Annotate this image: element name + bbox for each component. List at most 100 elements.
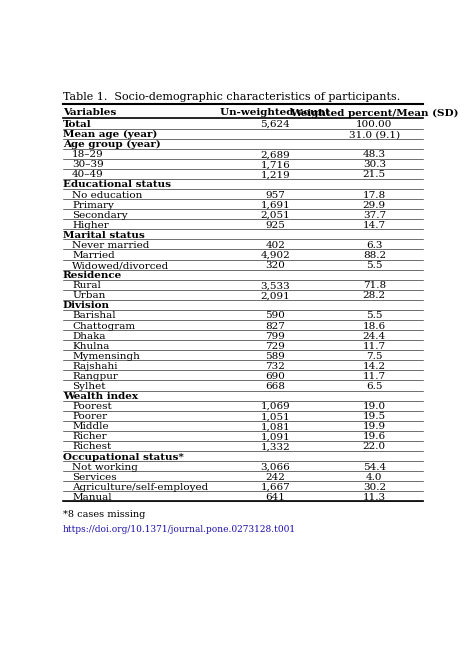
Text: Age group (year): Age group (year) (63, 140, 161, 150)
Text: Division: Division (63, 301, 110, 311)
Text: 6.5: 6.5 (366, 382, 383, 391)
Text: 4.0: 4.0 (366, 472, 383, 482)
Text: Never married: Never married (72, 241, 149, 250)
Text: 242: 242 (265, 472, 285, 482)
Text: 11.7: 11.7 (363, 372, 386, 381)
Text: 24.4: 24.4 (363, 331, 386, 341)
Text: 21.5: 21.5 (363, 170, 386, 179)
Text: 729: 729 (265, 342, 285, 351)
Text: 17.8: 17.8 (363, 191, 386, 199)
Text: Rural: Rural (72, 281, 101, 291)
Text: Marital status: Marital status (63, 231, 145, 240)
Text: Khulna: Khulna (72, 342, 109, 351)
Text: 1,219: 1,219 (260, 170, 290, 179)
Text: 827: 827 (265, 321, 285, 331)
Text: https://doi.org/10.1371/journal.pone.0273128.t001: https://doi.org/10.1371/journal.pone.027… (63, 525, 296, 534)
Text: No education: No education (72, 191, 143, 199)
Text: 590: 590 (265, 311, 285, 321)
Text: 2,689: 2,689 (260, 150, 290, 159)
Text: Richer: Richer (72, 432, 107, 442)
Text: Married: Married (72, 251, 115, 260)
Text: 690: 690 (265, 372, 285, 381)
Text: Manual: Manual (72, 493, 112, 502)
Text: Occupational status*: Occupational status* (63, 452, 184, 462)
Text: 100.00: 100.00 (356, 120, 392, 129)
Text: 71.8: 71.8 (363, 281, 386, 291)
Text: 31.0 (9.1): 31.0 (9.1) (349, 130, 400, 139)
Text: 1,667: 1,667 (260, 482, 290, 492)
Text: Dhaka: Dhaka (72, 331, 106, 341)
Text: Mean age (year): Mean age (year) (63, 130, 157, 140)
Text: 19.0: 19.0 (363, 402, 386, 411)
Text: Secondary: Secondary (72, 211, 128, 219)
Text: 14.7: 14.7 (363, 221, 386, 229)
Text: 40–49: 40–49 (72, 170, 104, 179)
Text: 30–39: 30–39 (72, 160, 104, 169)
Text: Total: Total (63, 120, 91, 129)
Text: 5,624: 5,624 (260, 120, 290, 129)
Text: 37.7: 37.7 (363, 211, 386, 219)
Text: Barishal: Barishal (72, 311, 116, 321)
Text: 1,691: 1,691 (260, 201, 290, 209)
Text: Poorest: Poorest (72, 402, 112, 411)
Text: Residence: Residence (63, 271, 122, 280)
Text: Weighted percent/Mean (SD): Weighted percent/Mean (SD) (290, 109, 458, 117)
Text: 668: 668 (265, 382, 285, 391)
Text: Higher: Higher (72, 221, 109, 229)
Text: 30.3: 30.3 (363, 160, 386, 169)
Text: 48.3: 48.3 (363, 150, 386, 159)
Text: 14.2: 14.2 (363, 362, 386, 371)
Text: 29.9: 29.9 (363, 201, 386, 209)
Text: Mymensingh: Mymensingh (72, 352, 140, 361)
Text: 925: 925 (265, 221, 285, 229)
Text: 1,051: 1,051 (260, 412, 290, 421)
Text: Rajshahi: Rajshahi (72, 362, 118, 371)
Text: Variables: Variables (63, 109, 116, 117)
Text: *8 cases missing: *8 cases missing (63, 509, 146, 519)
Text: 7.5: 7.5 (366, 352, 383, 361)
Text: 732: 732 (265, 362, 285, 371)
Text: Services: Services (72, 472, 117, 482)
Text: 3,066: 3,066 (260, 462, 290, 472)
Text: 957: 957 (265, 191, 285, 199)
Text: 2,051: 2,051 (260, 211, 290, 219)
Text: 18–29: 18–29 (72, 150, 104, 159)
Text: 18.6: 18.6 (363, 321, 386, 331)
Text: Widowed/divorced: Widowed/divorced (72, 261, 169, 270)
Text: 5.5: 5.5 (366, 311, 383, 321)
Text: 1,069: 1,069 (260, 402, 290, 411)
Text: Middle: Middle (72, 422, 109, 431)
Text: Un-weighted count: Un-weighted count (220, 109, 330, 117)
Text: Table 1.  Socio-demographic characteristics of participants.: Table 1. Socio-demographic characteristi… (63, 93, 400, 103)
Text: Richest: Richest (72, 442, 111, 452)
Text: 5.5: 5.5 (366, 261, 383, 270)
Text: 799: 799 (265, 331, 285, 341)
Text: 19.6: 19.6 (363, 432, 386, 442)
Text: Primary: Primary (72, 201, 114, 209)
Text: Agriculture/self-employed: Agriculture/self-employed (72, 482, 209, 492)
Text: 641: 641 (265, 493, 285, 502)
Text: 320: 320 (265, 261, 285, 270)
Text: Urban: Urban (72, 291, 106, 301)
Text: 19.5: 19.5 (363, 412, 386, 421)
Text: 4,902: 4,902 (260, 251, 290, 260)
Text: Educational status: Educational status (63, 180, 171, 189)
Text: 19.9: 19.9 (363, 422, 386, 431)
Text: 22.0: 22.0 (363, 442, 386, 452)
Text: 11.7: 11.7 (363, 342, 386, 351)
Text: Rangpur: Rangpur (72, 372, 118, 381)
Text: 1,716: 1,716 (260, 160, 290, 169)
Text: 1,332: 1,332 (260, 442, 290, 452)
Text: 402: 402 (265, 241, 285, 250)
Text: 54.4: 54.4 (363, 462, 386, 472)
Text: Poorer: Poorer (72, 412, 107, 421)
Text: 88.2: 88.2 (363, 251, 386, 260)
Text: Chattogram: Chattogram (72, 321, 135, 331)
Text: 28.2: 28.2 (363, 291, 386, 301)
Text: 6.3: 6.3 (366, 241, 383, 250)
Text: 11.3: 11.3 (363, 493, 386, 502)
Text: Not working: Not working (72, 462, 138, 472)
Text: 3,533: 3,533 (260, 281, 290, 291)
Text: 2,091: 2,091 (260, 291, 290, 301)
Text: 1,081: 1,081 (260, 422, 290, 431)
